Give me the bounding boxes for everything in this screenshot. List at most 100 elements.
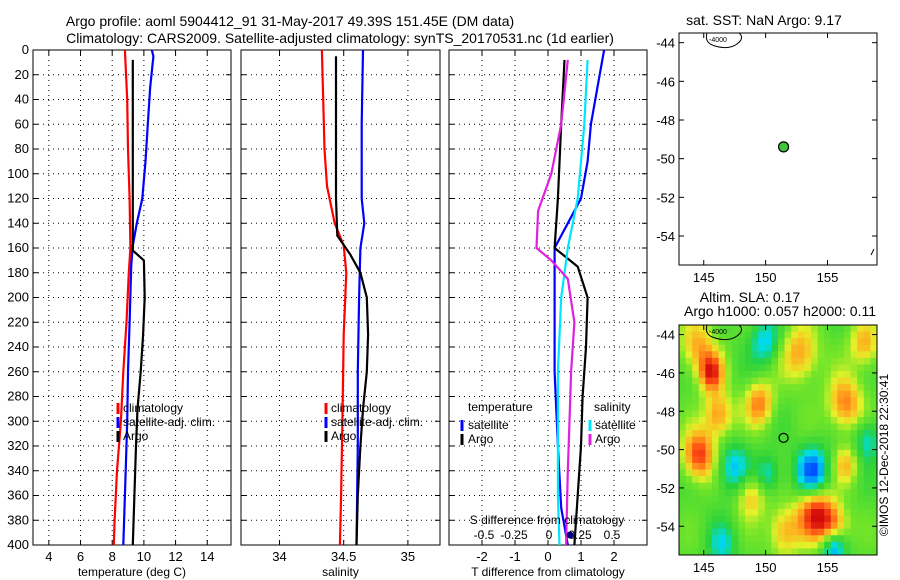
heatmap-cell: [830, 417, 838, 425]
heatmap-cell: [705, 541, 713, 550]
heatmap-cell: [751, 528, 759, 536]
heatmap-cell: [830, 430, 838, 438]
heatmap-cell: [817, 509, 825, 517]
heatmap-cell: [745, 502, 753, 510]
heatmap-cell: [698, 331, 706, 339]
heatmap-cell: [725, 397, 733, 405]
heatmap-cell: [817, 463, 825, 471]
heatmap-cell: [698, 384, 706, 392]
heatmap-cell: [778, 476, 786, 484]
heatmap-cell: [685, 410, 693, 418]
heatmap-cell: [712, 417, 720, 425]
heatmap-cell: [817, 436, 825, 444]
heatmap-cell: [863, 351, 871, 359]
heatmap-cell: [863, 377, 871, 385]
heatmap-cell: [758, 377, 766, 385]
heatmap-cell: [817, 351, 825, 359]
heatmap-cell: [791, 515, 799, 523]
heatmap-cell: [817, 344, 825, 352]
heatmap-cell: [797, 371, 805, 379]
heatmap-cell: [712, 331, 720, 339]
heatmap-cell: [857, 443, 865, 451]
heatmap-cell: [804, 541, 812, 550]
heatmap-cell: [857, 351, 865, 359]
heatmap-cell: [797, 515, 805, 523]
heatmap-cell: [705, 436, 713, 444]
heatmap-cell: [870, 489, 877, 497]
heatmap-cell: [685, 417, 693, 425]
series-line-satellite-adj-clim-: [355, 50, 366, 545]
heatmap-cell: [738, 535, 746, 543]
heatmap-cell: [698, 463, 706, 471]
heatmap-cell: [738, 338, 746, 346]
heatmap-cell: [784, 548, 792, 555]
heatmap-cell: [751, 489, 759, 497]
heatmap-cell: [718, 423, 726, 431]
heatmap-cell: [797, 357, 805, 366]
heatmap-cell: [731, 357, 739, 366]
heatmap-cell: [817, 443, 825, 451]
heatmap-cell: [870, 357, 877, 366]
heatmap-cell: [731, 397, 739, 405]
heatmap-cell: [758, 535, 766, 543]
heatmap-cell: [738, 443, 746, 451]
heatmap-cell: [863, 390, 871, 398]
heatmap-cell: [679, 417, 687, 425]
heatmap-cell: [857, 403, 865, 412]
heatmap-cell: [830, 476, 838, 484]
heatmap-cell: [778, 502, 786, 510]
heatmap-cell: [870, 417, 877, 425]
heatmap-cell: [837, 377, 845, 385]
heatmap-cell: [718, 338, 726, 346]
heatmap-cell: [830, 357, 838, 366]
y-tick-label: -46: [656, 366, 675, 381]
y-tick-label: 220: [7, 314, 29, 329]
heatmap-cell: [870, 535, 877, 543]
legend-label: satellite-adj. clim.: [123, 415, 215, 429]
heatmap-cell: [725, 344, 733, 352]
heatmap-cell: [863, 528, 871, 536]
heatmap-cell: [863, 482, 871, 490]
heatmap-cell: [679, 344, 687, 352]
heatmap-cell: [712, 351, 720, 359]
heatmap-cell: [725, 528, 733, 536]
heatmap-cell: [811, 417, 819, 425]
heatmap-cell: [778, 338, 786, 346]
heatmap-cell: [797, 325, 805, 333]
heatmap-cell: [731, 371, 739, 379]
heatmap-cell: [705, 397, 713, 405]
heatmap-cell: [797, 463, 805, 471]
heatmap-cell: [725, 410, 733, 418]
heatmap-cell: [804, 430, 812, 438]
heatmap-cell: [837, 528, 845, 536]
heatmap-cell: [778, 357, 786, 366]
heatmap-cell: [797, 338, 805, 346]
heatmap-cell: [797, 522, 805, 530]
heatmap-cell: [751, 417, 759, 425]
heatmap-cell: [731, 495, 739, 504]
argo-location-point: [777, 141, 790, 153]
legend-label: Argo: [331, 429, 357, 443]
heatmap-cell: [679, 515, 687, 523]
heatmap-cell: [817, 371, 825, 379]
y-tick-label: -54: [656, 229, 675, 244]
x-axis-label: temperature (deg C): [78, 565, 186, 579]
heatmap-cell: [692, 502, 700, 510]
heatmap-cell: [751, 476, 759, 484]
heatmap-cell: [692, 495, 700, 504]
heatmap-cell: [778, 535, 786, 543]
heatmap-cell: [712, 430, 720, 438]
heatmap-cell: [751, 515, 759, 523]
heatmap-cell: [850, 535, 858, 543]
heatmap-cell: [863, 456, 871, 464]
heatmap-cell: [784, 403, 792, 412]
heatmap-cell: [758, 325, 766, 333]
heatmap-cell: [811, 351, 819, 359]
heatmap-cell: [824, 364, 832, 372]
heatmap-cell: [725, 351, 733, 359]
y-tick-label: 280: [7, 389, 29, 404]
heatmap-cell: [804, 364, 812, 372]
heatmap-cell: [685, 443, 693, 451]
heatmap-cell: [804, 351, 812, 359]
